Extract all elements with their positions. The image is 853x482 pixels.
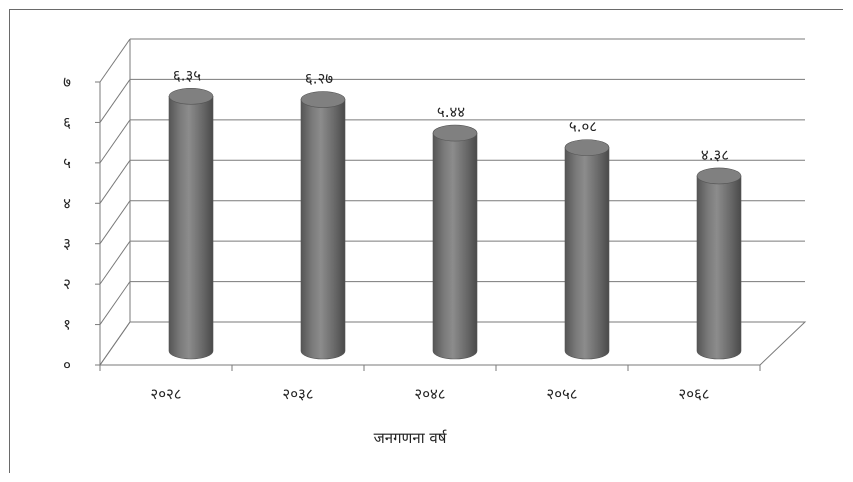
y-tick-label: ४ — [63, 194, 71, 212]
bar-body — [300, 99, 346, 360]
gridline-diagonal — [99, 159, 131, 204]
tick-labels: ० १ २ ३ ४ ५ ६ ७ २०२८ २०३८ २०४८ २०५८ २०६८ — [63, 73, 710, 403]
y-tick-label: ० — [63, 356, 71, 374]
bar-top — [168, 87, 214, 105]
y-tick-label: ३ — [63, 235, 71, 253]
bar-body — [432, 132, 478, 360]
bar — [564, 139, 610, 360]
x-axis-title: जनगणना वर्ष — [374, 429, 448, 447]
y-tick-label: ५ — [63, 154, 71, 172]
x-tick-label: २०६८ — [678, 385, 709, 403]
data-label: ४.३८ — [701, 146, 729, 164]
gridline-diagonal — [99, 119, 131, 164]
bar-body — [696, 175, 742, 360]
gridline-diagonal — [99, 79, 131, 123]
y-tick-label: १ — [63, 316, 71, 334]
bar-body — [564, 147, 610, 360]
bar-top — [432, 124, 478, 142]
gridline-diagonal — [99, 240, 131, 285]
data-label: ६.३५ — [173, 66, 201, 84]
data-labels: ६.३५ ६.२७ ५.४४ ५.०८ ४.३८ — [173, 66, 729, 164]
bar — [168, 87, 214, 360]
gridline-diagonal — [99, 200, 131, 245]
axes — [95, 39, 807, 371]
bars — [168, 87, 742, 360]
y-tick-label: ७ — [63, 73, 71, 91]
bar-body — [168, 95, 214, 360]
data-label: ६.२७ — [305, 70, 333, 88]
x-tick-label: २०५८ — [546, 385, 577, 403]
bar-top — [300, 91, 346, 108]
data-label: ५.०८ — [569, 118, 597, 136]
y-tick-label: ६ — [63, 113, 71, 131]
gridline-diagonal — [99, 38, 131, 83]
bar — [300, 91, 346, 360]
x-tick-label: २०४८ — [414, 385, 445, 403]
bar-top — [696, 167, 742, 185]
bar-top — [564, 139, 610, 156]
data-label: ५.४४ — [437, 103, 465, 121]
x-tick-label: २०२८ — [150, 385, 181, 403]
bar — [696, 167, 742, 360]
bar — [432, 124, 478, 360]
gridline-diagonal — [99, 281, 131, 325]
x-tick-label: २०३८ — [282, 385, 313, 403]
y-tick-label: २ — [63, 275, 71, 293]
chart-frame — [9, 9, 843, 473]
